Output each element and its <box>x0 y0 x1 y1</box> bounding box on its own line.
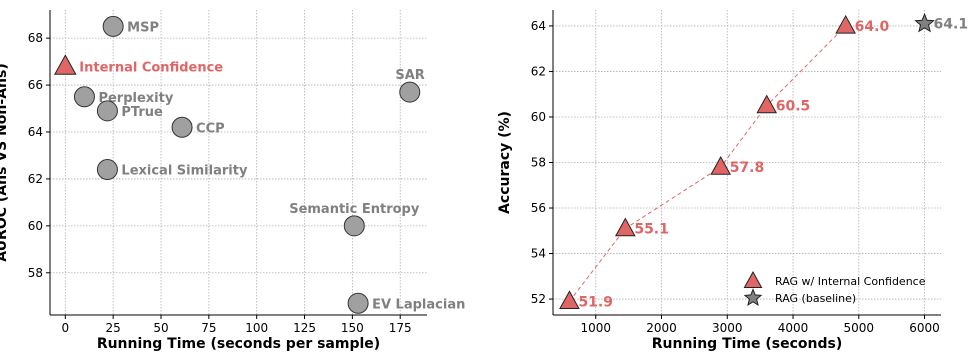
y-tick-label: 56 <box>531 201 546 215</box>
ccp-label: CCP <box>196 121 225 136</box>
internal-confidence-point <box>756 94 778 114</box>
y-tick-label: 58 <box>531 156 546 170</box>
internal-confidence-label: Internal Confidence <box>79 60 223 75</box>
perplexity-marker <box>73 86 95 108</box>
x-axis-label: Running Time (seconds) <box>652 336 843 352</box>
y-tick-label: 64 <box>28 125 43 139</box>
ptrue-marker <box>96 100 118 122</box>
x-tick-label: 25 <box>106 321 121 335</box>
ccp-marker <box>171 116 193 138</box>
y-tick-label: 62 <box>531 64 546 78</box>
x-tick-label: 6000 <box>909 321 940 335</box>
x-tick-label: 50 <box>153 321 168 335</box>
msp-marker <box>102 15 124 37</box>
y-axis-label: AUROC (Ans VS Non-Ans) <box>0 63 10 261</box>
x-tick-label: 2000 <box>646 321 677 335</box>
internal-confidence-data-label: 64.0 <box>855 19 890 35</box>
y-tick-label: 52 <box>531 292 546 306</box>
sar-marker <box>399 81 421 103</box>
internal-confidence-marker <box>54 54 77 75</box>
x-tick-label: 150 <box>341 321 364 335</box>
y-tick-label: 54 <box>531 247 546 261</box>
ptrue-label: PTrue <box>121 105 163 120</box>
x-tick-label: 175 <box>389 321 412 335</box>
legend-label: RAG w/ Internal Confidence <box>775 275 926 288</box>
y-tick-label: 60 <box>531 110 546 124</box>
internal-confidence-point <box>835 14 856 34</box>
x-tick-label: 4000 <box>778 321 809 335</box>
semantic-entropy-marker <box>343 215 365 237</box>
internal-confidence-data-label: 57.8 <box>730 160 765 176</box>
x-axis-label: Running Time (seconds per sample) <box>97 336 380 352</box>
legend-star-icon <box>743 288 763 306</box>
x-tick-label: 0 <box>61 321 69 335</box>
internal-confidence-point <box>710 156 732 175</box>
lexical-similarity-marker <box>96 159 118 181</box>
x-tick-label: 5000 <box>844 321 875 335</box>
x-tick-label: 3000 <box>712 321 743 335</box>
semantic-entropy-label: Semantic Entropy <box>289 202 420 217</box>
x-tick-label: 125 <box>293 321 316 335</box>
ev-laplacian-marker <box>347 292 369 314</box>
msp-label: MSP <box>127 20 159 35</box>
x-tick-label: 75 <box>201 321 216 335</box>
legend-label: RAG (baseline) <box>775 292 856 305</box>
baseline-data-label: 64.1 <box>934 17 969 33</box>
perplexity-label: Perplexity <box>98 91 173 106</box>
x-tick-label: 100 <box>245 321 268 335</box>
legend: RAG w/ Internal Confidence RAG (baseline) <box>743 270 926 306</box>
legend-triangle-icon <box>743 270 763 288</box>
baseline-point <box>914 12 935 33</box>
internal-confidence-line <box>569 25 846 302</box>
sar-label: SAR <box>395 68 424 83</box>
internal-confidence-data-label: 55.1 <box>634 222 669 238</box>
y-tick-label: 64 <box>531 19 546 33</box>
internal-confidence-data-label: 60.5 <box>776 99 811 115</box>
y-tick-label: 68 <box>28 31 43 45</box>
y-tick-label: 62 <box>28 172 43 186</box>
y-tick-label: 66 <box>28 78 43 92</box>
internal-confidence-point <box>614 217 636 237</box>
y-axis-label: Accuracy (%) <box>497 111 513 214</box>
auroc-vs-runtime-chart: 0 25 50 75 100 125 150 175 58 60 62 64 66 68 Running T… <box>0 10 465 352</box>
lexical-similarity-label: Lexical Similarity <box>121 164 248 179</box>
internal-confidence-data-label: 51.9 <box>578 294 613 310</box>
internal-confidence-point <box>559 290 580 310</box>
ev-laplacian-label: EV Laplacian <box>372 297 465 312</box>
y-tick-label: 58 <box>28 266 43 280</box>
accuracy-vs-runtime-chart: 1000 2000 3000 4000 5000 6000 52 54 56 58 60 62 64 Ru… <box>497 10 968 352</box>
y-tick-label: 60 <box>28 219 43 233</box>
x-tick-label: 1000 <box>580 321 611 335</box>
